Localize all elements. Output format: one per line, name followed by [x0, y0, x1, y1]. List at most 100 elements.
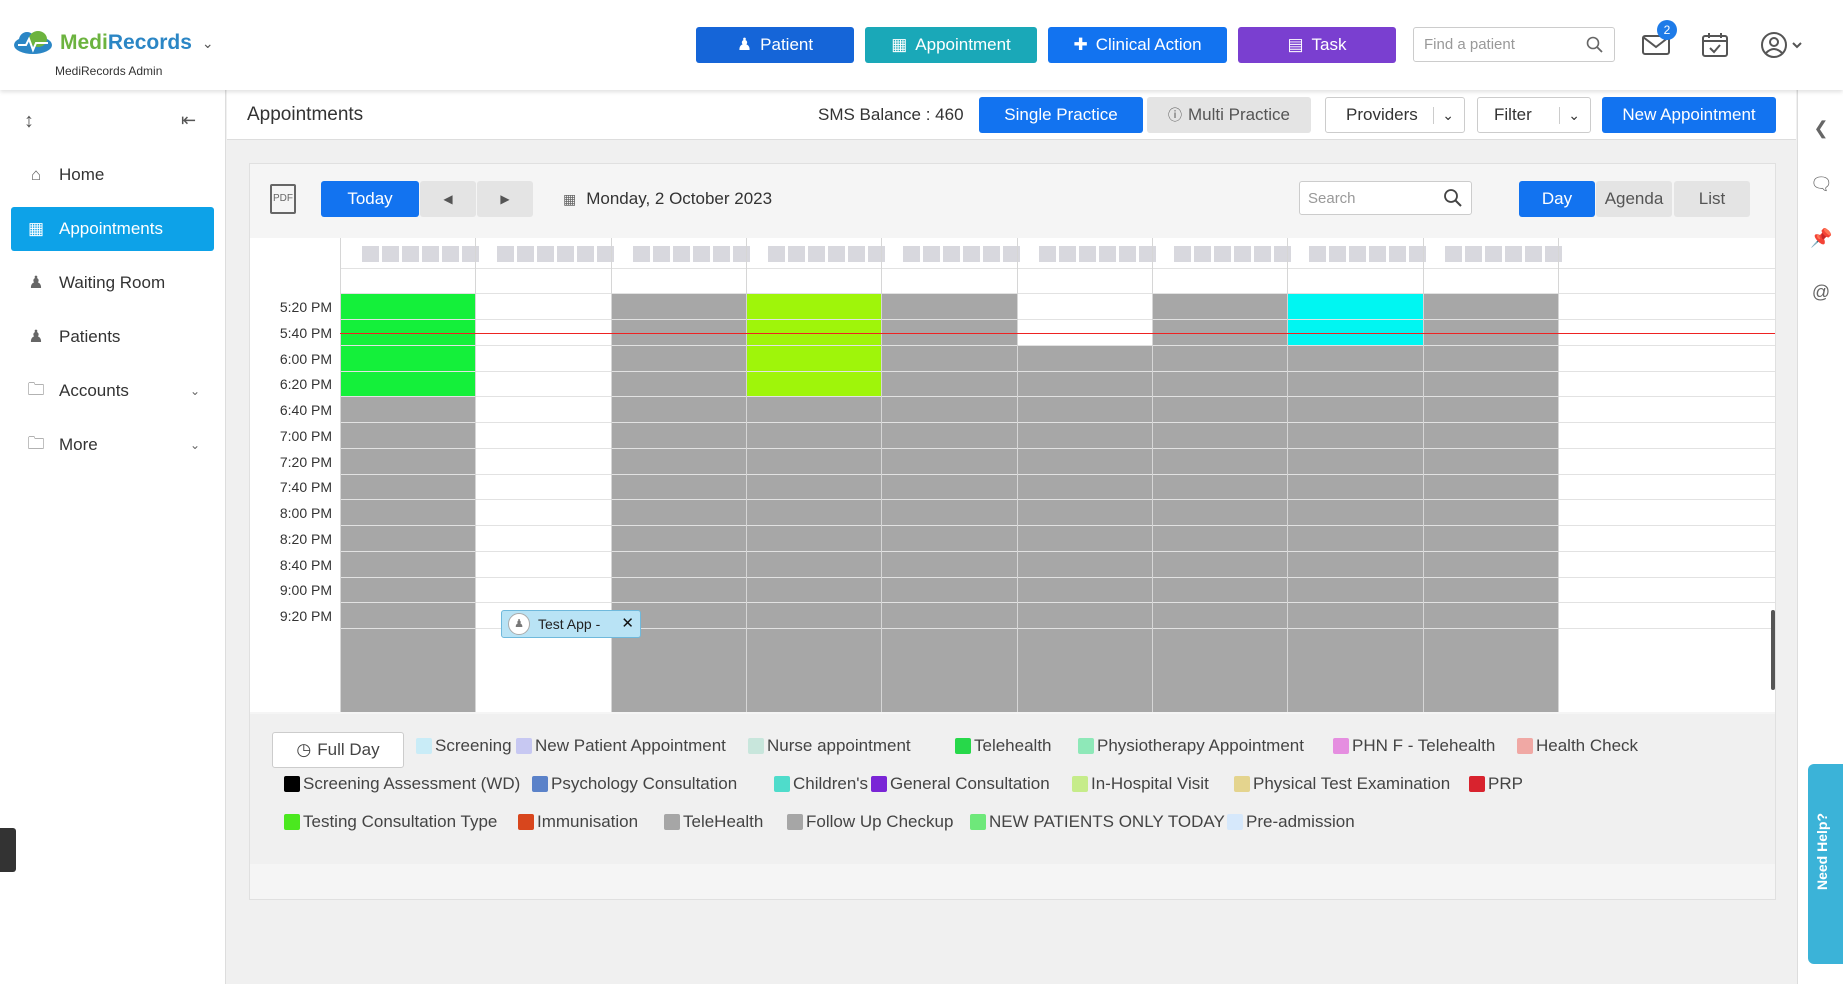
availability-block[interactable] — [1287, 345, 1423, 712]
availability-block[interactable] — [1017, 345, 1152, 712]
provider-avatar-blur — [462, 246, 479, 262]
provider-header[interactable] — [497, 246, 614, 262]
provider-header[interactable] — [903, 246, 1020, 262]
practice-subtitle: MediRecords Admin — [55, 64, 163, 78]
calendar-search-input[interactable]: Search — [1299, 181, 1472, 215]
legend-item[interactable]: In-Hospital Visit — [1072, 774, 1209, 794]
sidebar-item-waiting-room[interactable]: ♟ Waiting Room — [11, 261, 214, 305]
find-patient-input[interactable]: Find a patient — [1413, 27, 1615, 62]
provider-header[interactable] — [1445, 246, 1562, 262]
provider-header[interactable] — [1039, 246, 1156, 262]
legend-item[interactable]: Testing Consultation Type — [284, 812, 497, 832]
appointment-button[interactable]: ▦ Appointment — [865, 27, 1037, 63]
provider-avatar-blur — [402, 246, 419, 262]
availability-block[interactable] — [611, 293, 746, 712]
pin-icon[interactable]: 📌 — [1810, 228, 1833, 248]
legend-item[interactable]: TeleHealth — [664, 812, 763, 832]
sidebar-item-accounts[interactable]: 🗀 Accounts ⌄ — [11, 369, 214, 413]
availability-block[interactable] — [340, 396, 475, 712]
provider-header[interactable] — [768, 246, 885, 262]
clinical-action-button[interactable]: ✚ Clinical Action — [1048, 27, 1227, 63]
legend-item[interactable]: Telehealth — [955, 736, 1052, 756]
page-title: Appointments — [247, 104, 364, 125]
full-day-button[interactable]: ◷ Full Day — [272, 732, 404, 768]
availability-block[interactable] — [746, 396, 881, 712]
sidebar-item-home[interactable]: ⌂ Home — [11, 153, 214, 197]
availability-block[interactable] — [1152, 293, 1287, 712]
chevron-down-icon[interactable]: ⌄ — [201, 34, 214, 51]
legend-item[interactable]: Immunisation — [518, 812, 638, 832]
legend-item[interactable]: Screening Assessment (WD) — [284, 774, 520, 794]
collapse-sidebar-icon[interactable]: ⇤ — [181, 110, 197, 130]
provider-avatar-blur — [633, 246, 650, 262]
sidebar-item-appointments[interactable]: ▦ Appointments — [11, 207, 214, 251]
provider-header[interactable] — [362, 246, 479, 262]
provider-header[interactable] — [633, 246, 750, 262]
grid-row-line — [250, 396, 1775, 397]
legend-label: Psychology Consultation — [551, 774, 738, 793]
current-date[interactable]: ▦ Monday, 2 October 2023 — [563, 189, 773, 208]
availability-block[interactable] — [1423, 293, 1558, 712]
view-day-tab[interactable]: Day — [1519, 181, 1595, 217]
legend-item[interactable]: PHN F - Telehealth — [1333, 736, 1495, 756]
prev-day-button[interactable]: ◀ — [420, 181, 476, 217]
pdf-export-icon[interactable]: PDF — [270, 184, 296, 214]
grid-scrollbar[interactable] — [1771, 610, 1775, 690]
multi-practice-button[interactable]: ⓘ Multi Practice — [1147, 97, 1311, 133]
availability-block[interactable] — [881, 293, 1017, 712]
legend-item[interactable]: Physical Test Examination — [1234, 774, 1450, 794]
legend-item[interactable]: Pre-admission — [1227, 812, 1355, 832]
sidebar-item-more[interactable]: 🗀 More ⌄ — [11, 423, 214, 467]
legend-item[interactable]: Physiotherapy Appointment — [1078, 736, 1304, 756]
legend-item[interactable]: Nurse appointment — [748, 736, 911, 756]
time-slot-label: 9:00 PM — [279, 582, 332, 598]
grid-column-line — [746, 238, 747, 712]
legend-item[interactable]: Psychology Consultation — [532, 774, 737, 794]
availability-block[interactable] — [746, 293, 881, 396]
next-day-button[interactable]: ▶ — [477, 181, 533, 217]
providers-dropdown[interactable]: Providers ⌄ — [1325, 97, 1465, 133]
provider-avatar-blur — [1003, 246, 1020, 262]
availability-block[interactable] — [340, 293, 475, 396]
day-schedule-grid[interactable]: 5:20 PM 5:40 PM 6:00 PM 6:20 PM 6:40 PM 7:00 … — [250, 238, 1775, 712]
single-practice-button[interactable]: Single Practice — [979, 97, 1143, 133]
appointment-card[interactable]: ♟ Test App - ✕ — [501, 610, 641, 638]
user-menu-icon[interactable] — [1757, 30, 1807, 60]
close-icon[interactable]: ✕ — [621, 615, 634, 632]
legend-item[interactable]: New Patient Appointment — [516, 736, 726, 756]
legend-item[interactable]: Children's — [774, 774, 868, 794]
grid-column-line — [1152, 238, 1153, 712]
chevron-left-icon[interactable]: ❮ — [1813, 118, 1829, 138]
caret-left-icon: ◀ — [443, 192, 453, 206]
left-edge-tab[interactable] — [0, 828, 16, 872]
provider-header[interactable] — [1309, 246, 1426, 262]
today-button[interactable]: Today — [321, 181, 419, 217]
sidebar-item-patients[interactable]: ♟ Patients — [11, 315, 214, 359]
mail-icon[interactable] — [1640, 30, 1672, 60]
legend-item[interactable]: PRP — [1469, 774, 1523, 794]
view-list-tab[interactable]: List — [1674, 181, 1750, 217]
legend-item[interactable]: Health Check — [1517, 736, 1638, 756]
calendar-check-icon[interactable] — [1699, 30, 1731, 60]
provider-header[interactable] — [1174, 246, 1291, 262]
filter-dropdown[interactable]: Filter ⌄ — [1477, 97, 1591, 133]
chat-icon[interactable]: 🗨 — [1810, 174, 1833, 194]
new-appointment-button[interactable]: New Appointment — [1602, 97, 1776, 133]
legend-item[interactable]: NEW PATIENTS ONLY TODAY — [970, 812, 1225, 832]
task-button[interactable]: ▤ Task — [1238, 27, 1396, 63]
at-icon[interactable]: @ — [1811, 282, 1831, 302]
grid-row-line — [250, 602, 1775, 603]
patient-button[interactable]: ♟ Patient — [696, 27, 854, 63]
provider-avatar-blur — [1234, 246, 1251, 262]
provider-avatar-blur — [923, 246, 940, 262]
legend-item[interactable]: Follow Up Checkup — [787, 812, 953, 832]
provider-avatar-blur — [1254, 246, 1271, 262]
legend-item[interactable]: Screening — [416, 736, 512, 756]
provider-avatar-blur — [963, 246, 980, 262]
view-agenda-tab[interactable]: Agenda — [1596, 181, 1672, 217]
app-logo[interactable]: MediRecords ⌄ — [12, 30, 214, 56]
need-help-tab[interactable] — [1808, 764, 1843, 964]
expand-vertical-icon[interactable]: ↕ — [24, 110, 34, 132]
legend-label: Health Check — [1536, 736, 1639, 755]
legend-item[interactable]: General Consultation — [871, 774, 1050, 794]
